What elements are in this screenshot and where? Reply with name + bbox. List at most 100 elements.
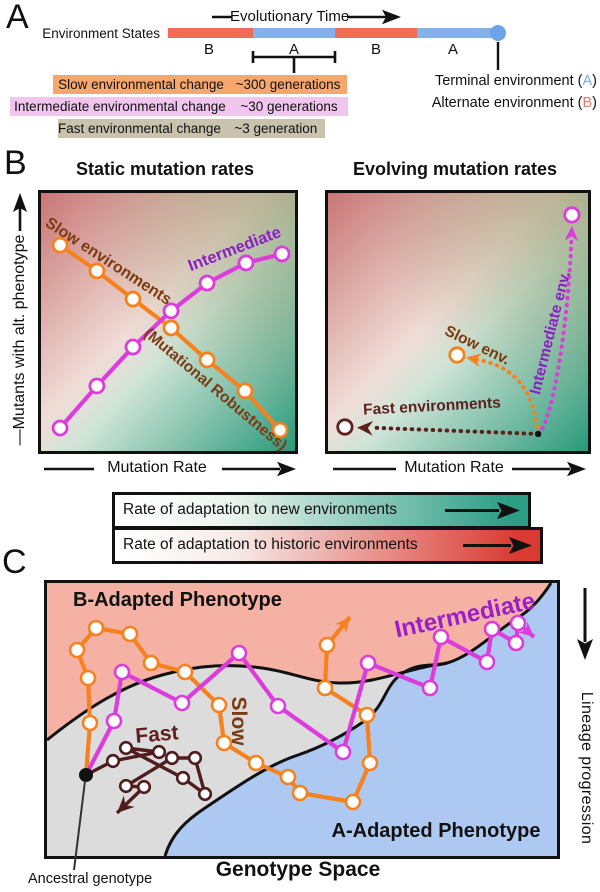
timeline-segment-b2 <box>335 28 417 38</box>
b-adapted-label: B-Adapted Phenotype <box>73 589 282 611</box>
slow-node <box>81 714 99 732</box>
start-point <box>534 430 542 438</box>
data-point <box>271 421 289 439</box>
slow-path-label: Slow <box>227 696 251 746</box>
intermediate-node <box>507 634 525 652</box>
environment-timeline <box>168 28 492 38</box>
data-point <box>198 351 216 369</box>
intermediate-change-value: ~30 generations <box>240 99 338 114</box>
intermediate-node <box>113 663 131 681</box>
intermediate-node <box>478 653 496 671</box>
slow-node <box>316 679 334 697</box>
evolving-plot-title: Evolving mutation rates <box>352 159 558 179</box>
environment-states-label: Environment States <box>42 26 160 41</box>
region-b-adapted <box>47 583 551 740</box>
terminal-environment-dot <box>490 25 506 41</box>
intermediate-arrowhead-icon <box>518 621 534 637</box>
legend-new-arrow-icon <box>445 502 520 519</box>
intermediate-trajectory <box>536 235 574 436</box>
legend-new-text: Rate of adaptation to new environments <box>123 501 398 519</box>
evolving-mutation-plot <box>325 190 591 454</box>
data-point <box>124 290 142 308</box>
fast-node <box>164 750 180 766</box>
fast-node <box>175 770 191 786</box>
fast-arrowhead-icon <box>357 420 374 436</box>
lineage-arrowhead-icon <box>577 639 593 660</box>
panel-a-letter: A <box>6 0 29 36</box>
slow-change-row: Slow environmental change ~300 generatio… <box>53 75 347 94</box>
timeline-label-a1: A <box>288 41 299 58</box>
trajectory-endpoint-0 <box>336 418 354 436</box>
lineage-progression-label: Lineage progression <box>578 691 596 845</box>
intermediate-node <box>509 614 527 632</box>
fast-node <box>136 779 152 795</box>
fast-trajectory <box>372 425 541 436</box>
static-mutation-plot <box>38 190 298 454</box>
slow-node <box>68 641 86 659</box>
intermediate-node <box>230 644 248 662</box>
static-plot-title: Static mutation rates <box>75 159 255 179</box>
alternate-letter: B <box>582 95 593 111</box>
data-point <box>237 254 255 272</box>
alternate-environment-label: Alternate environment B <box>420 95 597 111</box>
fast-path-line <box>85 746 207 796</box>
fast-change-row: Fast environmental change ~3 generation <box>58 119 325 138</box>
genotype-space-canvas <box>46 582 557 857</box>
legend-historic-environments: Rate of adaptation to historic environme… <box>112 527 543 564</box>
x-axis-left-arrowhead-icon <box>277 461 296 477</box>
ancestral-genotype-label: Ancestral genotype <box>28 871 153 887</box>
data-point <box>124 338 142 356</box>
evo-time-arrowhead-icon <box>382 9 401 25</box>
fast-change-value: ~3 generation <box>234 121 318 136</box>
y-axis-label: —Mutants with alt. phenotype <box>10 234 28 446</box>
a-adapted-label: A-Adapted Phenotype <box>331 820 541 842</box>
intermediate-node <box>334 743 352 761</box>
x-axis-label-left: Mutation Rate <box>107 459 207 476</box>
slow-arrowhead-icon <box>466 353 482 367</box>
panel-b-letter: B <box>4 144 27 182</box>
slow-node <box>247 754 265 772</box>
fast-node <box>151 744 167 760</box>
timeline-label-b2: B <box>370 41 381 58</box>
x-axis-label-right: Mutation Rate <box>404 459 504 476</box>
timeline-segment-a2 <box>417 28 492 38</box>
slow-node <box>344 793 362 811</box>
slow-node <box>121 625 139 643</box>
intermediate-node <box>432 628 450 646</box>
slow-node <box>279 768 297 786</box>
fast-change-label: Fast environmental change <box>58 121 221 136</box>
slow-node <box>87 619 105 637</box>
legend-new-environments: Rate of adaptation to new environments <box>112 492 531 529</box>
data-point <box>162 302 180 320</box>
static-plot-canvas <box>51 236 291 439</box>
fast-node <box>197 786 213 802</box>
slow-change-label: Slow environmental change <box>58 77 224 92</box>
fast-node <box>105 753 121 769</box>
intermediate-node <box>269 697 287 715</box>
data-point <box>198 274 216 292</box>
slow-node <box>176 663 194 681</box>
timeline-segment-b1 <box>168 28 253 38</box>
genotype-space-box <box>44 580 560 859</box>
evolving-plot-canvas <box>336 206 581 438</box>
evolutionary-time-label: Evolutionary Time <box>230 8 350 25</box>
intermediate-node <box>173 694 191 712</box>
fast-node <box>118 740 134 756</box>
data-point <box>162 319 180 337</box>
intermediate-change-label: Intermediate environmental change <box>14 99 226 114</box>
legend-historic-text: Rate of adaptation to historic environme… <box>123 536 418 554</box>
slow-node <box>358 706 376 724</box>
intermediate-node <box>105 712 123 730</box>
y-axis-arrowhead-icon <box>13 193 27 212</box>
x-axis-right-arrowhead-icon <box>567 461 586 477</box>
slow-node <box>79 669 97 687</box>
fast-arrowhead-icon <box>117 795 135 813</box>
intermediate-arrowhead-icon <box>564 226 579 242</box>
intermediate-node <box>421 679 439 697</box>
slow-change-value: ~300 generations <box>235 77 341 92</box>
trajectory-endpoint-1 <box>448 346 466 364</box>
upper-boundary-curve <box>46 582 553 742</box>
slow-node <box>318 636 336 654</box>
slow-node <box>361 754 379 772</box>
